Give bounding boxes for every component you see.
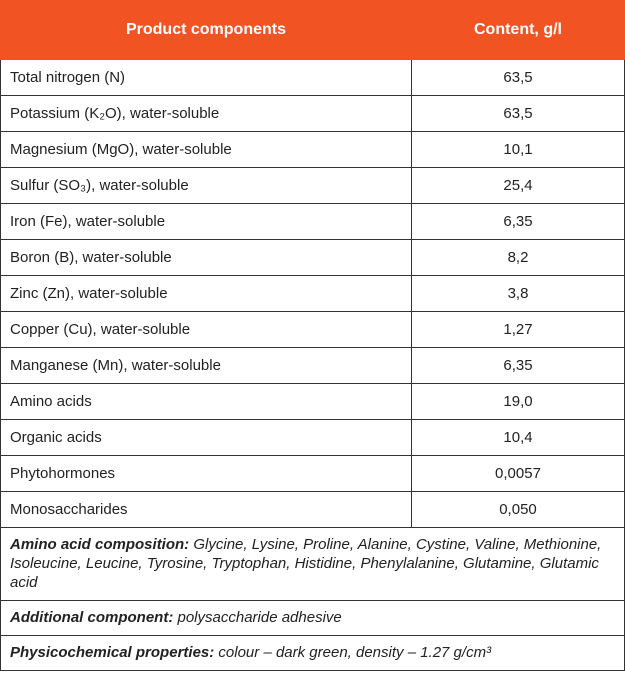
- component-value: 25,4: [411, 167, 625, 204]
- table-row: Phytohormones 0,0057: [0, 455, 625, 492]
- table-row: Monosaccharides 0,050: [0, 491, 625, 528]
- component-value: 3,8: [411, 275, 625, 312]
- table-row: Boron (B), water-soluble 8,2: [0, 239, 625, 276]
- component-value: 10,1: [411, 131, 625, 168]
- header-content: Content, g/l: [411, 0, 625, 60]
- note-row: Physicochemical properties: colour – dar…: [0, 635, 625, 671]
- component-name: Total nitrogen (N): [0, 59, 412, 96]
- component-value: 63,5: [411, 59, 625, 96]
- table-row: Potassium (K₂O), water-soluble 63,5: [0, 95, 625, 132]
- component-value: 63,5: [411, 95, 625, 132]
- table-row: Amino acids 19,0: [0, 383, 625, 420]
- component-name: Monosaccharides: [0, 491, 412, 528]
- note-cell: Amino acid composition: Glycine, Lysine,…: [0, 527, 625, 601]
- component-name: Copper (Cu), water-soluble: [0, 311, 412, 348]
- component-name: Organic acids: [0, 419, 412, 456]
- note-cell: Additional component: polysaccharide adh…: [0, 600, 625, 636]
- table-header-row: Product components Content, g/l: [0, 0, 625, 60]
- header-component: Product components: [0, 0, 412, 60]
- note-text: polysaccharide adhesive: [173, 609, 342, 626]
- note-cell: Physicochemical properties: colour – dar…: [0, 635, 625, 671]
- component-value: 8,2: [411, 239, 625, 276]
- table-row: Zinc (Zn), water-soluble 3,8: [0, 275, 625, 312]
- table-row: Organic acids 10,4: [0, 419, 625, 456]
- component-value: 10,4: [411, 419, 625, 456]
- table-row: Magnesium (MgO), water-soluble 10,1: [0, 131, 625, 168]
- note-text: colour – dark green, density – 1.27 g/cm…: [214, 644, 492, 661]
- component-name: Manganese (Mn), water-soluble: [0, 347, 412, 384]
- note-text: Glycine, Lysine, Proline, Alanine, Cysti…: [10, 536, 602, 591]
- table-row: Total nitrogen (N) 63,5: [0, 59, 625, 96]
- component-value: 19,0: [411, 383, 625, 420]
- component-name: Sulfur (SO₃), water-soluble: [0, 167, 412, 204]
- component-value: 1,27: [411, 311, 625, 348]
- component-value: 0,0057: [411, 455, 625, 492]
- component-name: Amino acids: [0, 383, 412, 420]
- note-label: Additional component:: [10, 609, 174, 626]
- component-value: 0,050: [411, 491, 625, 528]
- component-name: Iron (Fe), water-soluble: [0, 203, 412, 240]
- component-name: Boron (B), water-soluble: [0, 239, 412, 276]
- component-name: Magnesium (MgO), water-soluble: [0, 131, 412, 168]
- note-row: Amino acid composition: Glycine, Lysine,…: [0, 527, 625, 601]
- table-row: Copper (Cu), water-soluble 1,27: [0, 311, 625, 348]
- component-name: Zinc (Zn), water-soluble: [0, 275, 412, 312]
- note-label: Amino acid composition:: [10, 536, 190, 553]
- component-name: Potassium (K₂O), water-soluble: [0, 95, 412, 132]
- note-label: Physicochemical properties:: [10, 644, 215, 661]
- note-row: Additional component: polysaccharide adh…: [0, 600, 625, 636]
- component-value: 6,35: [411, 203, 625, 240]
- component-name: Phytohormones: [0, 455, 412, 492]
- component-value: 6,35: [411, 347, 625, 384]
- table-row: Manganese (Mn), water-soluble 6,35: [0, 347, 625, 384]
- table-row: Iron (Fe), water-soluble 6,35: [0, 203, 625, 240]
- table-row: Sulfur (SO₃), water-soluble 25,4: [0, 167, 625, 204]
